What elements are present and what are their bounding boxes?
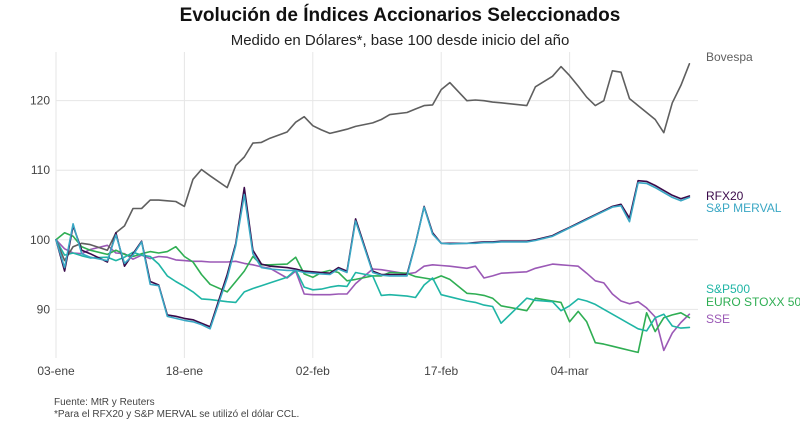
y-tick-label: 100 bbox=[30, 233, 50, 247]
ccl-footnote: *Para el RFX20 y S&P MERVAL se utilizó e… bbox=[54, 409, 300, 420]
series-label-s-p500: S&P500 bbox=[706, 282, 750, 296]
x-tick-label: 02-feb bbox=[296, 364, 330, 378]
y-tick-label: 90 bbox=[37, 302, 51, 316]
source-note: Fuente: MtR y Reuters bbox=[54, 397, 155, 408]
chart-subtitle: Medido en Dólares*, base 100 desde inici… bbox=[230, 32, 570, 49]
series-lines bbox=[55, 62, 691, 354]
series-line-s-p500 bbox=[55, 239, 691, 332]
grid bbox=[55, 52, 698, 358]
x-tick-label: 04-mar bbox=[551, 364, 589, 378]
x-tick-label: 18-ene bbox=[166, 364, 204, 378]
series-line-euro-stoxx-50 bbox=[55, 232, 691, 354]
y-tick-label: 110 bbox=[31, 163, 50, 177]
series-line-s-p-merval bbox=[55, 181, 691, 330]
chart-title: Evolución de Índices Accionarios Selecci… bbox=[179, 5, 621, 26]
x-tick-label: 03-ene bbox=[37, 364, 75, 378]
y-tick-label: 120 bbox=[30, 94, 50, 108]
series-label-s-p-merval: S&P MERVAL bbox=[706, 201, 782, 215]
series-label-rfx20: RFX20 bbox=[706, 189, 744, 203]
series-label-euro-stoxx-50: EURO STOXX 50 bbox=[706, 295, 800, 309]
series-line-bovespa bbox=[55, 62, 691, 262]
series-line-sse bbox=[55, 239, 691, 352]
axis-ticks: 90 100 110 120 03-ene 18-ene 02-feb 17-feb 04-ma… bbox=[30, 94, 589, 378]
series-label-sse: SSE bbox=[706, 312, 730, 326]
x-tick-label: 17-feb bbox=[424, 364, 458, 378]
series-label-bovespa: Bovespa bbox=[706, 50, 753, 64]
